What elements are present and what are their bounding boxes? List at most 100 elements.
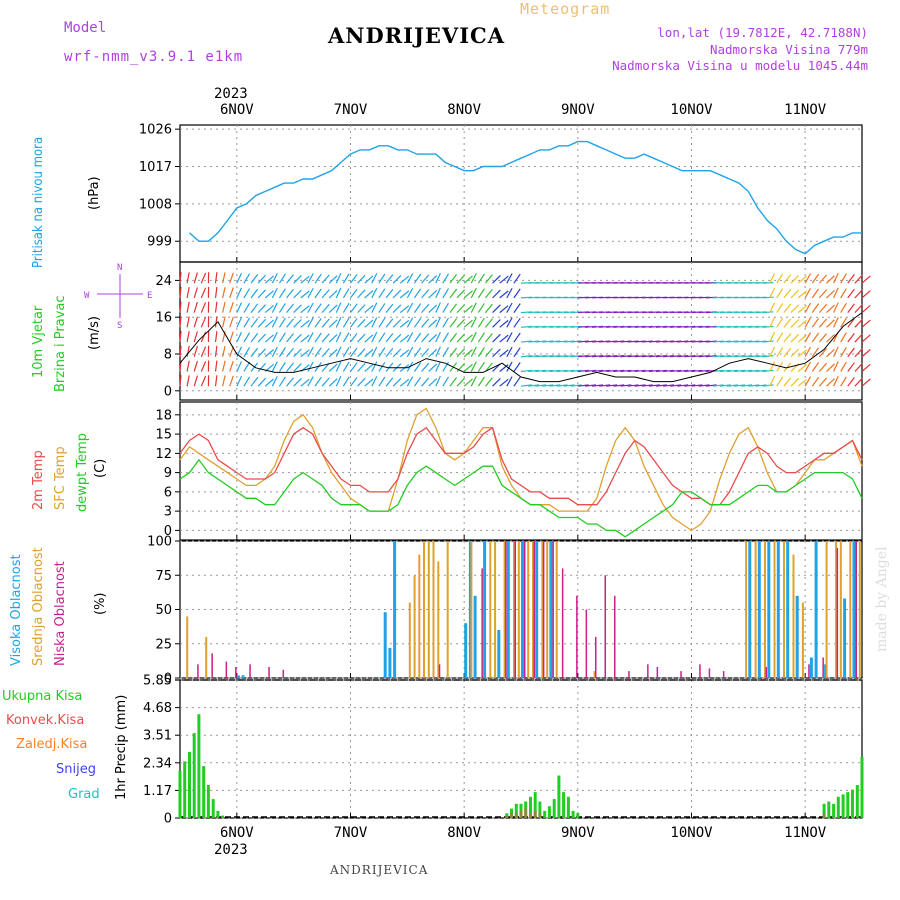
compass-west: W xyxy=(84,291,90,301)
wind-barb xyxy=(364,304,374,314)
left-labels: Pritisak na nivou mora (hPa) 10m Vjetar … xyxy=(2,137,129,802)
wind-barb xyxy=(222,360,226,372)
wind-barb xyxy=(620,384,632,387)
wind-barb xyxy=(499,290,509,299)
wind-barb xyxy=(435,317,441,328)
precip-bar xyxy=(836,796,840,818)
wind-barb xyxy=(200,316,207,328)
wind-barb xyxy=(335,302,342,313)
cloud-bar xyxy=(786,541,790,678)
wind-barb xyxy=(847,347,855,358)
wind-barb xyxy=(328,275,338,284)
precip-bar xyxy=(846,792,850,818)
wind-barb xyxy=(506,332,513,343)
y-tick-label: 25 xyxy=(155,637,172,652)
precip-bar xyxy=(524,808,528,818)
wind-barb xyxy=(691,355,703,358)
wind-barb xyxy=(300,290,310,299)
wind-barb xyxy=(542,384,554,387)
wind-barb xyxy=(769,273,776,284)
wind-barb xyxy=(435,302,441,313)
wind-barb xyxy=(833,375,839,387)
wind-barb xyxy=(613,369,625,373)
wind-barb xyxy=(847,318,855,328)
cloud-bar xyxy=(765,667,767,678)
wind-barb xyxy=(648,384,660,387)
panel-frame xyxy=(179,679,863,819)
wind-barb xyxy=(726,384,738,387)
wind-barb xyxy=(257,289,267,299)
wind-barb xyxy=(847,332,855,343)
wind-barb xyxy=(193,272,198,284)
top-day-label: 8NOV xyxy=(447,102,481,118)
precip-bar xyxy=(557,775,561,818)
y-tick-label: 0 xyxy=(164,812,172,827)
cloud-bar xyxy=(383,612,387,678)
wind-barb xyxy=(613,340,625,343)
bottom-day-label: 11NOV xyxy=(784,825,827,841)
pressure-line xyxy=(189,140,862,255)
wind-barb xyxy=(677,384,689,387)
y-tick-label: 9 xyxy=(164,466,172,481)
wind-barb xyxy=(563,384,575,387)
wind-barb xyxy=(293,333,302,343)
cloud-bar xyxy=(855,541,857,678)
page-title: ANDRIJEVICA xyxy=(328,23,506,48)
wind-barb xyxy=(755,384,767,387)
cloud-bar xyxy=(754,541,757,678)
wind-barb xyxy=(641,369,653,373)
wind-barb xyxy=(421,377,430,387)
wind-barb xyxy=(591,355,604,358)
top-day-label: 6NOV xyxy=(220,102,254,118)
wind-barb xyxy=(193,287,198,299)
wind-barb xyxy=(492,377,501,387)
wind-barb xyxy=(413,376,422,387)
wind-barb xyxy=(193,331,198,343)
wind-barb xyxy=(229,346,234,357)
wind-barb xyxy=(342,332,350,343)
wind-barb xyxy=(371,331,378,343)
wind-barb xyxy=(335,287,342,299)
wind-barb xyxy=(321,362,330,372)
wind-barb xyxy=(613,384,625,387)
cloud-bar xyxy=(393,541,397,678)
wind-barb xyxy=(776,303,784,313)
wind-barb xyxy=(563,340,575,343)
wind-barb xyxy=(392,304,402,314)
wind-barb xyxy=(222,316,226,328)
y-tick-label: 12 xyxy=(155,447,172,462)
wind-barb xyxy=(499,305,509,314)
wind-barb xyxy=(271,273,278,284)
wind-barb xyxy=(271,346,278,358)
wind-barb xyxy=(712,355,724,358)
wind-barb xyxy=(300,378,310,387)
wind-barb xyxy=(513,362,521,372)
wind-barb xyxy=(833,361,839,372)
wind-barb xyxy=(314,317,322,328)
wind-barb xyxy=(549,369,561,373)
precip-bar xyxy=(855,785,859,818)
wind-barb xyxy=(847,288,855,299)
wind-barb xyxy=(385,303,394,313)
wind-barb xyxy=(350,274,358,284)
wind-barb xyxy=(243,302,251,313)
wind-barb xyxy=(321,289,330,299)
compass-north: N xyxy=(117,263,122,273)
wind-barb xyxy=(833,317,839,328)
y-tick-label: 3.51 xyxy=(143,729,172,744)
wind-barb xyxy=(243,376,251,387)
wind-barb xyxy=(257,348,267,358)
y-tick-label: 999 xyxy=(147,235,172,250)
precip-bar xyxy=(851,789,854,818)
wind-barb xyxy=(606,355,618,358)
wind-barb xyxy=(278,273,286,284)
wind-barb xyxy=(286,288,294,299)
cloud-bar xyxy=(595,636,597,678)
wind-barb xyxy=(769,361,776,372)
cloud-bar xyxy=(535,541,539,678)
elevation: Nadmorska Visina 779m xyxy=(709,42,868,57)
wind-barb xyxy=(748,384,760,387)
wind-barb xyxy=(413,288,422,299)
wind-barb xyxy=(811,317,820,328)
